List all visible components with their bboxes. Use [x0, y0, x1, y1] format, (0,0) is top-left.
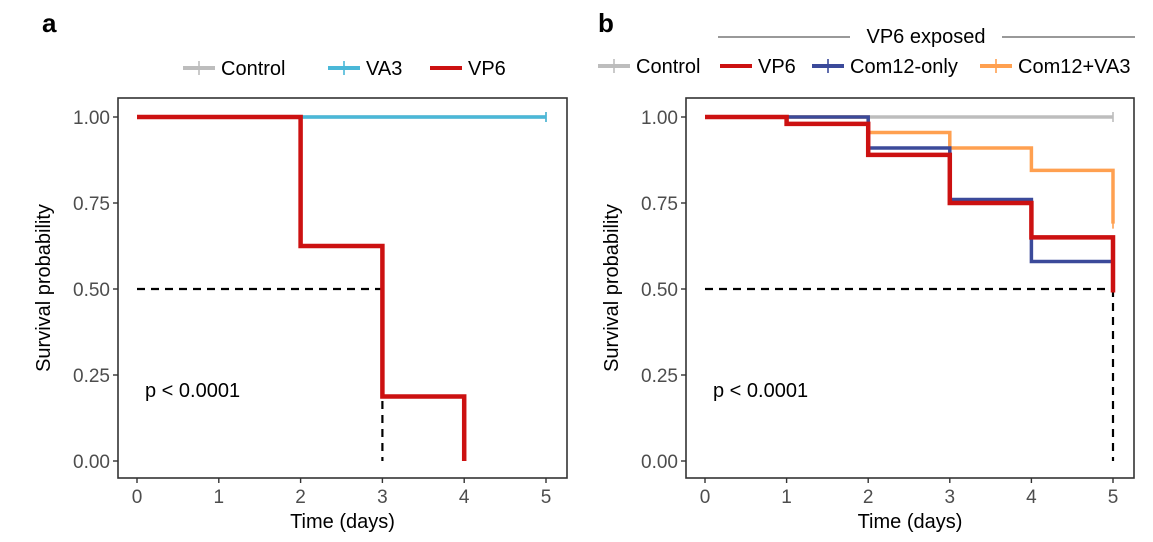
legend-label: Control: [636, 56, 700, 78]
y-tick-label: 1.00: [641, 108, 678, 129]
x-tick-label: 1: [781, 487, 792, 508]
series-line-vp6: [705, 114, 1116, 293]
x-tick-label: 2: [295, 487, 306, 508]
y-tick-label: 0.25: [73, 366, 110, 387]
x-tick-label: 3: [945, 487, 956, 508]
x-tick-label: 2: [863, 487, 874, 508]
y-tick-label: 0.25: [641, 366, 678, 387]
panel-label: a: [42, 8, 57, 38]
y-tick-label: 0.50: [641, 280, 678, 301]
panel-b: b 0.00 0.25 0.50 0.75 1.00 0 1 2 3 4 5 Time (days) Su…: [598, 8, 1135, 533]
group-header: VP6 exposed: [867, 26, 986, 48]
x-tick-label: 3: [377, 487, 388, 508]
x-tick-label: 5: [541, 487, 552, 508]
x-tick-label: 0: [132, 487, 143, 508]
legend-label: Control: [221, 58, 285, 80]
y-tick-label: 1.00: [73, 108, 110, 129]
x-tick-label: 0: [700, 487, 711, 508]
p-value-annotation: p < 0.0001: [713, 380, 808, 402]
y-tick-label: 0.00: [73, 452, 110, 473]
x-axis-label: Time (days): [290, 511, 395, 533]
x-tick-label: 4: [1026, 487, 1037, 508]
y-tick-label: 0.75: [73, 194, 110, 215]
x-axis-label: Time (days): [858, 511, 963, 533]
series-line-com12-only: [705, 115, 1113, 264]
legend: Control VA3 VP6: [183, 58, 506, 80]
series-line-vp6: [137, 114, 467, 461]
plot-frame: [117, 97, 568, 479]
y-axis-label: Survival probability: [33, 204, 55, 372]
y-tick-label: 0.75: [641, 194, 678, 215]
x-tick-label: 4: [459, 487, 470, 508]
y-axis-label: Survival probability: [601, 204, 623, 372]
legend-label: Com12-only: [850, 56, 958, 78]
x-tick-label: 1: [214, 487, 225, 508]
legend-label: VP6: [758, 56, 796, 78]
x-tick-label: 5: [1108, 487, 1119, 508]
legend-label: Com12+VA3: [1018, 56, 1130, 78]
legend: Control VP6 Com12-only Com12+VA3: [598, 56, 1130, 78]
legend-label: VP6: [468, 58, 506, 80]
plot-frame: [685, 97, 1135, 479]
p-value-annotation: p < 0.0001: [145, 380, 240, 402]
legend-label: VA3: [366, 58, 402, 80]
panel-a: a 0.00 0.25 0.50 0.75 1.00 0 1 2 3 4 5 Time (days) Su…: [33, 8, 568, 533]
panel-label: b: [598, 8, 614, 38]
y-tick-label: 0.00: [641, 452, 678, 473]
series-line-com12-va3: [705, 115, 1115, 224]
y-tick-label: 0.50: [73, 280, 110, 301]
